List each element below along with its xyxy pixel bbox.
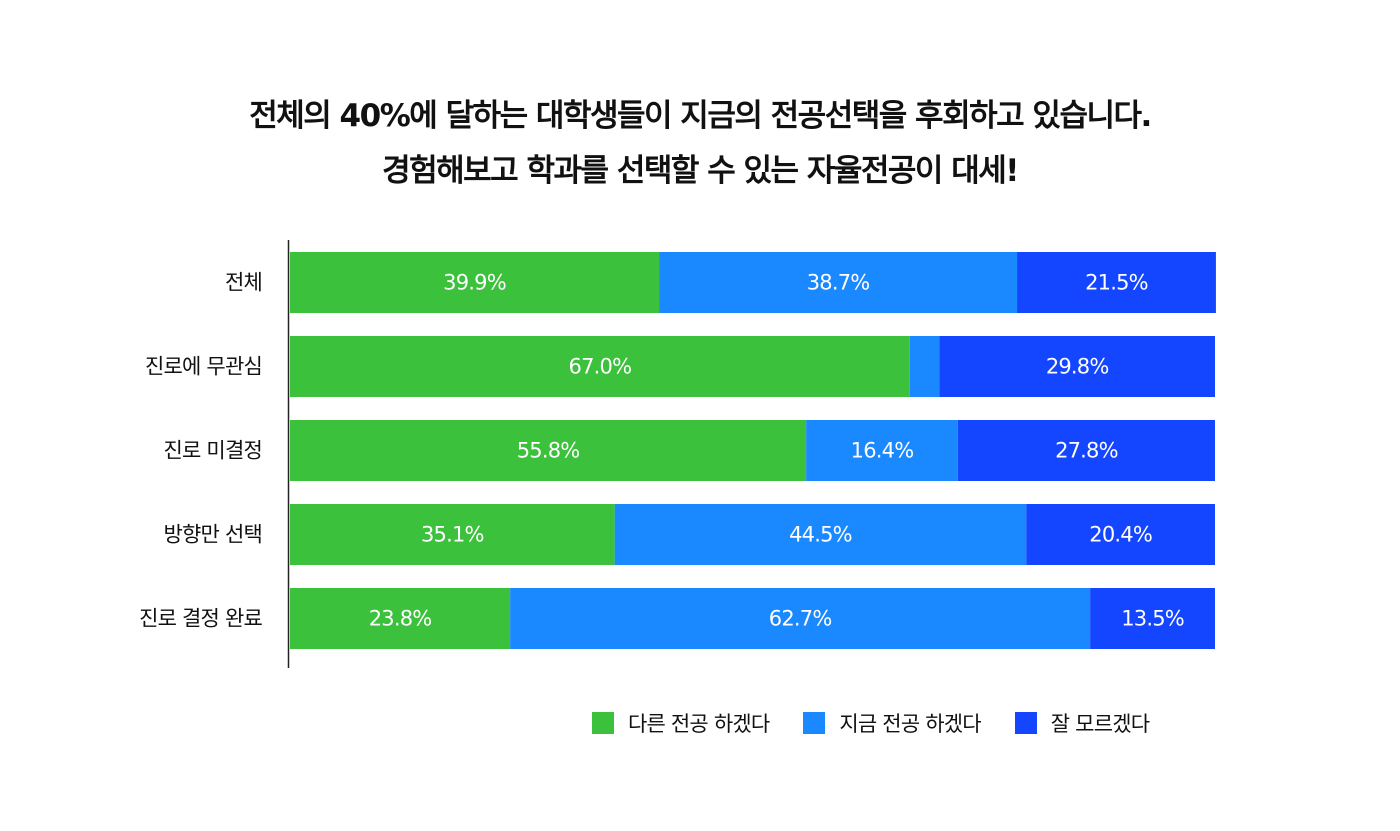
data-label: 20.4% (1089, 523, 1152, 547)
bar-segment-other-major (290, 252, 660, 313)
bar-segment-other-major (290, 504, 615, 565)
chart-title-line-2: 경험해보고 학과를 선택할 수 있는 자율전공이 대세! (382, 153, 1019, 189)
legend-label-current-major: 지금 전공 하겠다 (839, 712, 981, 736)
data-label: 62.7% (769, 607, 832, 631)
data-label: 13.5% (1121, 607, 1184, 631)
bar-segment-dont-know (1017, 252, 1216, 313)
legend-swatch-other-major (592, 712, 614, 734)
data-label: 27.8% (1055, 439, 1118, 463)
data-label: 39.9% (443, 271, 506, 295)
bar-segment-current-major (806, 420, 958, 481)
bar-segment-current-major (510, 588, 1091, 649)
chart-title-line-1: 전체의 40%에 달하는 대학생들이 지금의 전공선택을 후회하고 있습니다. (249, 98, 1152, 134)
legend-swatch-current-major (803, 712, 826, 734)
data-label: 21.5% (1085, 271, 1148, 295)
chart-legend: 다른 전공 하겠다 지금 전공 하겠다 잘 모르겠다 (592, 708, 1150, 738)
legend-label-other-major: 다른 전공 하겠다 (628, 712, 770, 736)
data-label: 67.0% (569, 355, 632, 379)
legend-label-dont-know: 잘 모르겠다 (1050, 712, 1150, 736)
data-label: 38.7% (807, 271, 870, 295)
data-label: 29.8% (1046, 355, 1109, 379)
data-label: 35.1% (421, 523, 484, 547)
bar-segment-dont-know (957, 420, 1215, 481)
bar-segment-current-major (614, 504, 1027, 565)
bar-segment-dont-know (1090, 588, 1215, 649)
legend-swatch-dont-know (1014, 712, 1037, 734)
bar-segment-other-major (290, 336, 910, 397)
bar-segment-other-major (290, 588, 511, 649)
data-label: 23.8% (369, 607, 432, 631)
data-label: 16.4% (851, 439, 914, 463)
bar-segment-current-major (659, 252, 1018, 313)
data-label: 44.5% (789, 523, 852, 547)
category-label: 전체 (225, 271, 262, 295)
bar-segment-current-major (909, 336, 940, 397)
bar-segment-other-major (290, 420, 807, 481)
legend-item-other-major: 다른 전공 하겠다 (592, 708, 770, 738)
legend-item-dont-know: 잘 모르겠다 (1014, 708, 1150, 738)
category-label: 진로에 무관심 (145, 355, 262, 379)
bar-segment-dont-know (939, 336, 1215, 397)
legend-item-current-major: 지금 전공 하겠다 (803, 708, 982, 738)
category-label: 진로 결정 완료 (139, 607, 262, 631)
category-label: 방향만 선택 (164, 523, 262, 547)
category-label: 진로 미결정 (164, 439, 262, 463)
bar-segment-dont-know (1026, 504, 1215, 565)
data-label: 55.8% (517, 439, 580, 463)
